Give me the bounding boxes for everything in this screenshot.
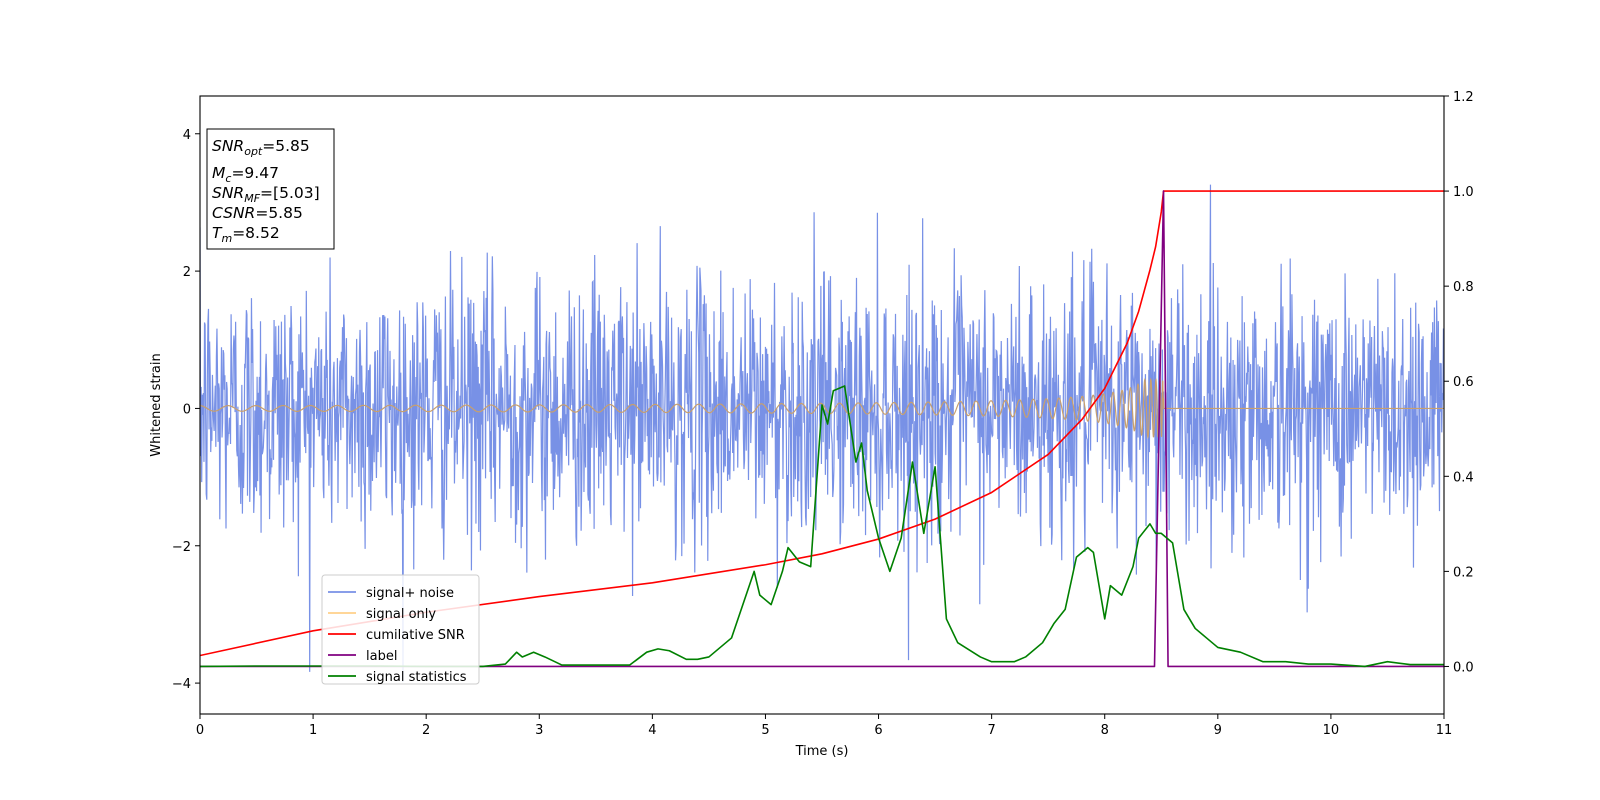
x-tick-label: 5 (761, 723, 769, 738)
info-snr-mf: SNRMF=[5.03] (212, 184, 320, 205)
y-left-tick-label: −2 (172, 540, 191, 555)
legend: signal+ noise signal only cumilative SNR la… (321, 574, 480, 685)
series-signal-statistics (200, 385, 1444, 668)
legend-label: signal only (366, 607, 436, 622)
y-right-tick-label: 1.2 (1453, 90, 1474, 105)
y-right-tick-label: 1.0 (1453, 185, 1474, 200)
legend-label: signal statistics (366, 670, 467, 685)
y-axis-label: Whitened strain (149, 353, 164, 456)
y-right-tick-label: 0.2 (1453, 565, 1474, 580)
legend-label: label (366, 649, 397, 664)
plot-series (200, 184, 1444, 683)
legend-label: signal+ noise (366, 586, 454, 601)
legend-frame (321, 574, 480, 685)
x-tick-label: 10 (1323, 723, 1340, 738)
y-left-tick-label: −4 (172, 677, 191, 692)
y-axis-left: −4 −2 0 2 4 (172, 128, 200, 692)
series-cumulative-snr (200, 190, 1444, 657)
info-csnr: CSNR=5.85 (212, 204, 303, 222)
x-tick-label: 2 (422, 723, 430, 738)
y-left-tick-label: 4 (183, 128, 191, 143)
y-right-tick-label: 0.8 (1453, 280, 1474, 295)
y-left-tick-label: 0 (183, 402, 191, 417)
info-tm: Tm=8.52 (212, 224, 280, 245)
x-tick-label: 7 (987, 723, 995, 738)
x-tick-label: 0 (196, 723, 204, 738)
y-right-tick-label: 0.0 (1453, 660, 1474, 675)
info-mc: Mc=9.47 (212, 164, 279, 185)
x-axis: 0 1 2 3 4 5 6 7 8 9 10 11 (196, 714, 1452, 738)
info-box: SNRopt=5.85 Mc=9.47 SNRMF=[5.03] CSNR=5.… (206, 128, 335, 250)
y-axis-right: 0.0 0.2 0.4 0.6 0.8 1.0 1.2 (1444, 90, 1474, 675)
x-tick-label: 3 (535, 723, 543, 738)
x-tick-label: 1 (309, 723, 317, 738)
plot-frame (199, 95, 1445, 715)
x-tick-label: 6 (874, 723, 882, 738)
x-tick-label: 9 (1214, 723, 1222, 738)
y-right-tick-label: 0.6 (1453, 375, 1474, 390)
x-tick-label: 8 (1101, 723, 1109, 738)
info-snr-opt: SNRopt=5.85 (212, 137, 310, 158)
series-signal-noise (200, 184, 1444, 683)
x-tick-label: 11 (1436, 723, 1453, 738)
series-signal-only (200, 377, 1444, 440)
legend-label: cumilative SNR (366, 628, 465, 643)
y-left-tick-label: 2 (183, 265, 191, 280)
y-right-tick-label: 0.4 (1453, 470, 1474, 485)
x-axis-label: Time (s) (795, 744, 849, 759)
series-label (200, 190, 1444, 668)
info-box-frame (206, 128, 335, 250)
x-tick-label: 4 (648, 723, 656, 738)
